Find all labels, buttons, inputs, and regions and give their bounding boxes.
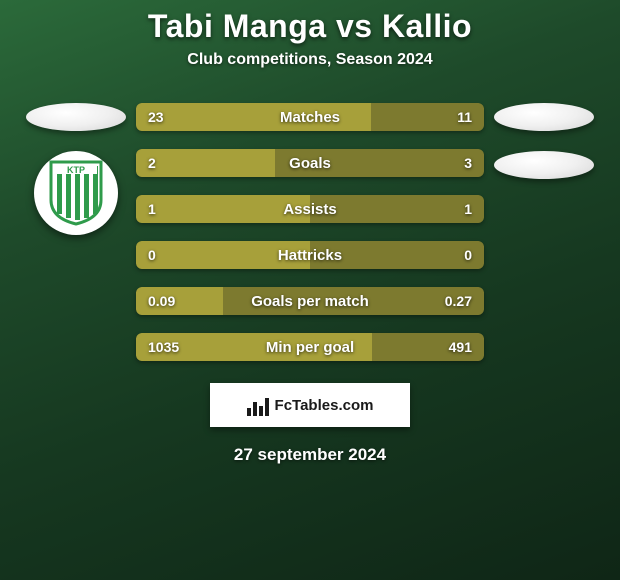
bar-segment-right	[275, 149, 484, 177]
stat-bars: 2311Matches 23Goals 11Assists 00Hattricks 0.…	[136, 103, 484, 361]
bar-segment-right	[310, 241, 484, 269]
ktp-badge: KTP	[34, 151, 118, 235]
comparison-row: KTP 2311Matches 23Goals 11Assists 00Hattric…	[0, 103, 620, 361]
page-title: Tabi Manga vs Kallio	[0, 8, 620, 45]
stat-bar: 11Assists	[136, 195, 484, 223]
team-badge-placeholder	[494, 103, 594, 131]
brand-text: FcTables.com	[275, 397, 374, 414]
bar-segment-right	[372, 333, 484, 361]
stat-bar: 2311Matches	[136, 103, 484, 131]
bar-segment-left	[136, 333, 372, 361]
svg-text:KTP: KTP	[67, 165, 85, 175]
bar-segment-right	[371, 103, 484, 131]
left-badges: KTP	[16, 103, 136, 235]
bar-segment-left	[136, 103, 371, 131]
stat-bar: 1035491Min per goal	[136, 333, 484, 361]
stat-bar: 23Goals	[136, 149, 484, 177]
bar-segment-left	[136, 149, 275, 177]
bar-segment-left	[136, 195, 310, 223]
bar-segment-right	[223, 287, 484, 315]
team-badge-placeholder	[26, 103, 126, 131]
bar-chart-icon	[247, 394, 269, 416]
date: 27 september 2024	[0, 445, 620, 465]
bar-segment-right	[310, 195, 484, 223]
brand-badge: FcTables.com	[210, 383, 410, 427]
bar-segment-left	[136, 287, 223, 315]
subtitle: Club competitions, Season 2024	[0, 51, 620, 69]
ktp-shield-icon: KTP	[47, 160, 105, 226]
bar-segment-left	[136, 241, 310, 269]
stat-bar: 00Hattricks	[136, 241, 484, 269]
content: Tabi Manga vs Kallio Club competitions, …	[0, 0, 620, 580]
stat-bar: 0.090.27Goals per match	[136, 287, 484, 315]
team-badge-placeholder	[494, 151, 594, 179]
right-badges	[484, 103, 604, 179]
